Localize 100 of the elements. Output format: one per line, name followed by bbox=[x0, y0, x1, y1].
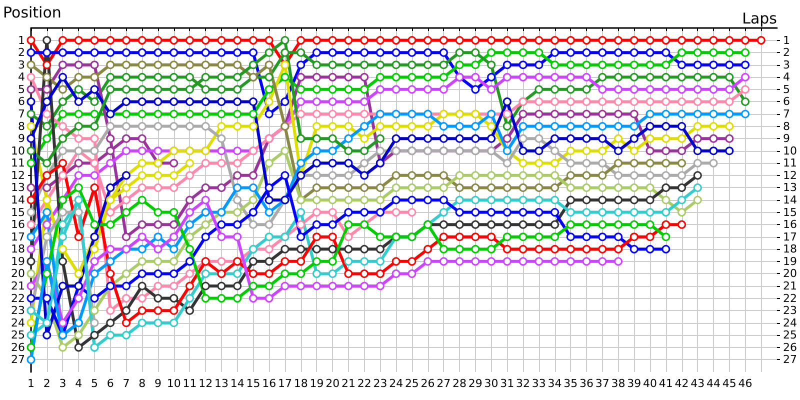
y-tick-label: 16 bbox=[11, 218, 25, 232]
y-tick-label: 18 bbox=[11, 242, 25, 256]
y-tick-label: 21 bbox=[11, 280, 25, 292]
x-tick-label: 6 bbox=[106, 377, 114, 390]
y-tick-label: 4 bbox=[18, 70, 25, 84]
y-tick-label: 2 bbox=[18, 46, 25, 60]
y2-tick-label: 6 bbox=[783, 95, 790, 108]
x-tick-label: 34 bbox=[548, 377, 562, 390]
x-tick-label: 5 bbox=[90, 377, 98, 390]
y-tick-label: 7 bbox=[18, 108, 25, 120]
y-tick-label: 20 bbox=[11, 267, 25, 280]
x-tick-label: 22 bbox=[357, 377, 372, 390]
y-tick-label: 26 bbox=[11, 340, 25, 354]
y2-tick-label: 14 bbox=[783, 194, 798, 206]
y2-tick-label: 5 bbox=[783, 82, 790, 96]
y2-tick-label: 19 bbox=[783, 254, 798, 268]
y2-tick-label: 8 bbox=[783, 120, 790, 133]
y2-tick-label: 22 bbox=[783, 292, 798, 305]
x-tick-label: 14 bbox=[230, 377, 244, 390]
y2-tick-label: 10 bbox=[783, 144, 798, 158]
y2-tick-label: 27 bbox=[783, 353, 798, 366]
x-tick-label: 20 bbox=[326, 377, 340, 390]
x-tick-label: 11 bbox=[182, 377, 197, 390]
x-tick-label: 10 bbox=[166, 377, 181, 390]
x-tick-label: 15 bbox=[246, 377, 260, 390]
y2-tick-label: 26 bbox=[783, 340, 798, 354]
x-axis-title: Laps bbox=[742, 10, 778, 28]
y2-tick-label: 12 bbox=[783, 168, 798, 182]
x-tick-label: 46 bbox=[738, 377, 752, 390]
y-tick-label: 27 bbox=[11, 353, 25, 366]
x-tick-label: 30 bbox=[484, 377, 498, 390]
y-tick-label: 1 bbox=[18, 34, 25, 47]
x-tick-label: 12 bbox=[198, 377, 213, 390]
y2-tick-label: 25 bbox=[783, 328, 798, 342]
x-tick-label: 45 bbox=[722, 377, 736, 390]
y-tick-label: 9 bbox=[18, 132, 25, 146]
y2-tick-label: 21 bbox=[783, 280, 798, 292]
x-tick-label: 39 bbox=[627, 377, 642, 390]
y-tick-label: 19 bbox=[11, 254, 25, 268]
x-tick-label: 41 bbox=[658, 377, 673, 390]
x-tick-label: 19 bbox=[310, 377, 324, 390]
x-tick-label: 9 bbox=[154, 377, 162, 390]
x-tick-label: 21 bbox=[341, 377, 356, 390]
y2-tick-label: 2 bbox=[783, 46, 790, 60]
y2-tick-label: 1 bbox=[783, 34, 790, 47]
x-tick-label: 25 bbox=[404, 377, 419, 390]
x-tick-label: 35 bbox=[564, 377, 578, 390]
x-tick-label: 31 bbox=[500, 377, 514, 390]
x-tick-label: 32 bbox=[516, 377, 530, 390]
y-tick-label: 12 bbox=[11, 168, 25, 182]
x-tick-label: 26 bbox=[420, 377, 435, 390]
x-tick-label: 42 bbox=[674, 377, 689, 390]
y2-tick-label: 11 bbox=[783, 156, 798, 170]
x-tick-label: 27 bbox=[436, 377, 451, 390]
y2-tick-label: 23 bbox=[783, 304, 798, 318]
y2-tick-label: 3 bbox=[783, 58, 790, 72]
y2-tick-label: 17 bbox=[783, 230, 798, 244]
x-tick-label: 29 bbox=[468, 377, 482, 390]
x-tick-label: 43 bbox=[690, 377, 705, 390]
y2-tick-label: 24 bbox=[783, 316, 798, 330]
y-tick-label: 8 bbox=[18, 120, 25, 133]
y2-tick-label: 7 bbox=[783, 108, 790, 120]
x-tick-label: 13 bbox=[214, 377, 228, 390]
y-tick-label: 5 bbox=[18, 82, 25, 96]
y2-tick-label: 20 bbox=[783, 267, 798, 280]
x-tick-label: 16 bbox=[262, 377, 276, 390]
y2-tick-label: 15 bbox=[783, 206, 798, 219]
x-tick-label: 1 bbox=[28, 377, 34, 390]
x-tick-label: 23 bbox=[373, 377, 388, 390]
y-tick-label: 13 bbox=[11, 181, 25, 194]
x-tick-label: 24 bbox=[389, 377, 404, 390]
x-tick-label: 33 bbox=[532, 377, 546, 390]
y-tick-label: 15 bbox=[11, 206, 25, 219]
x-tick-label: 37 bbox=[595, 377, 610, 390]
y-tick-label: 17 bbox=[11, 230, 25, 244]
y2-tick-label: 9 bbox=[783, 132, 790, 146]
y-tick-label: 24 bbox=[11, 316, 25, 330]
x-tick-label: 8 bbox=[138, 377, 146, 390]
y-tick-label: 3 bbox=[18, 58, 25, 72]
x-tick-label: 44 bbox=[706, 377, 721, 390]
y2-tick-label: 18 bbox=[783, 242, 798, 256]
x-tick-label: 28 bbox=[452, 377, 467, 390]
y2-tick-label: 13 bbox=[783, 181, 798, 194]
x-tick-label: 4 bbox=[75, 377, 82, 390]
x-tick-label: 3 bbox=[59, 377, 66, 390]
x-tick-label: 7 bbox=[122, 377, 130, 390]
x-tick-label: 36 bbox=[580, 377, 594, 390]
y-tick-label: 14 bbox=[11, 194, 25, 206]
y2-tick-label: 4 bbox=[783, 70, 790, 84]
x-tick-label: 2 bbox=[43, 377, 50, 390]
y-tick-label: 10 bbox=[11, 144, 25, 158]
y-tick-label: 11 bbox=[11, 156, 25, 170]
y-tick-label: 6 bbox=[18, 95, 25, 108]
y-tick-label: 22 bbox=[11, 292, 25, 305]
x-tick-label: 40 bbox=[643, 377, 658, 390]
y-axis-title: Position bbox=[3, 4, 62, 22]
y2-tick-label: 16 bbox=[783, 218, 798, 232]
y-tick-label: 25 bbox=[11, 328, 25, 342]
y-tick-label: 23 bbox=[11, 304, 25, 318]
x-tick-label: 18 bbox=[294, 377, 308, 390]
